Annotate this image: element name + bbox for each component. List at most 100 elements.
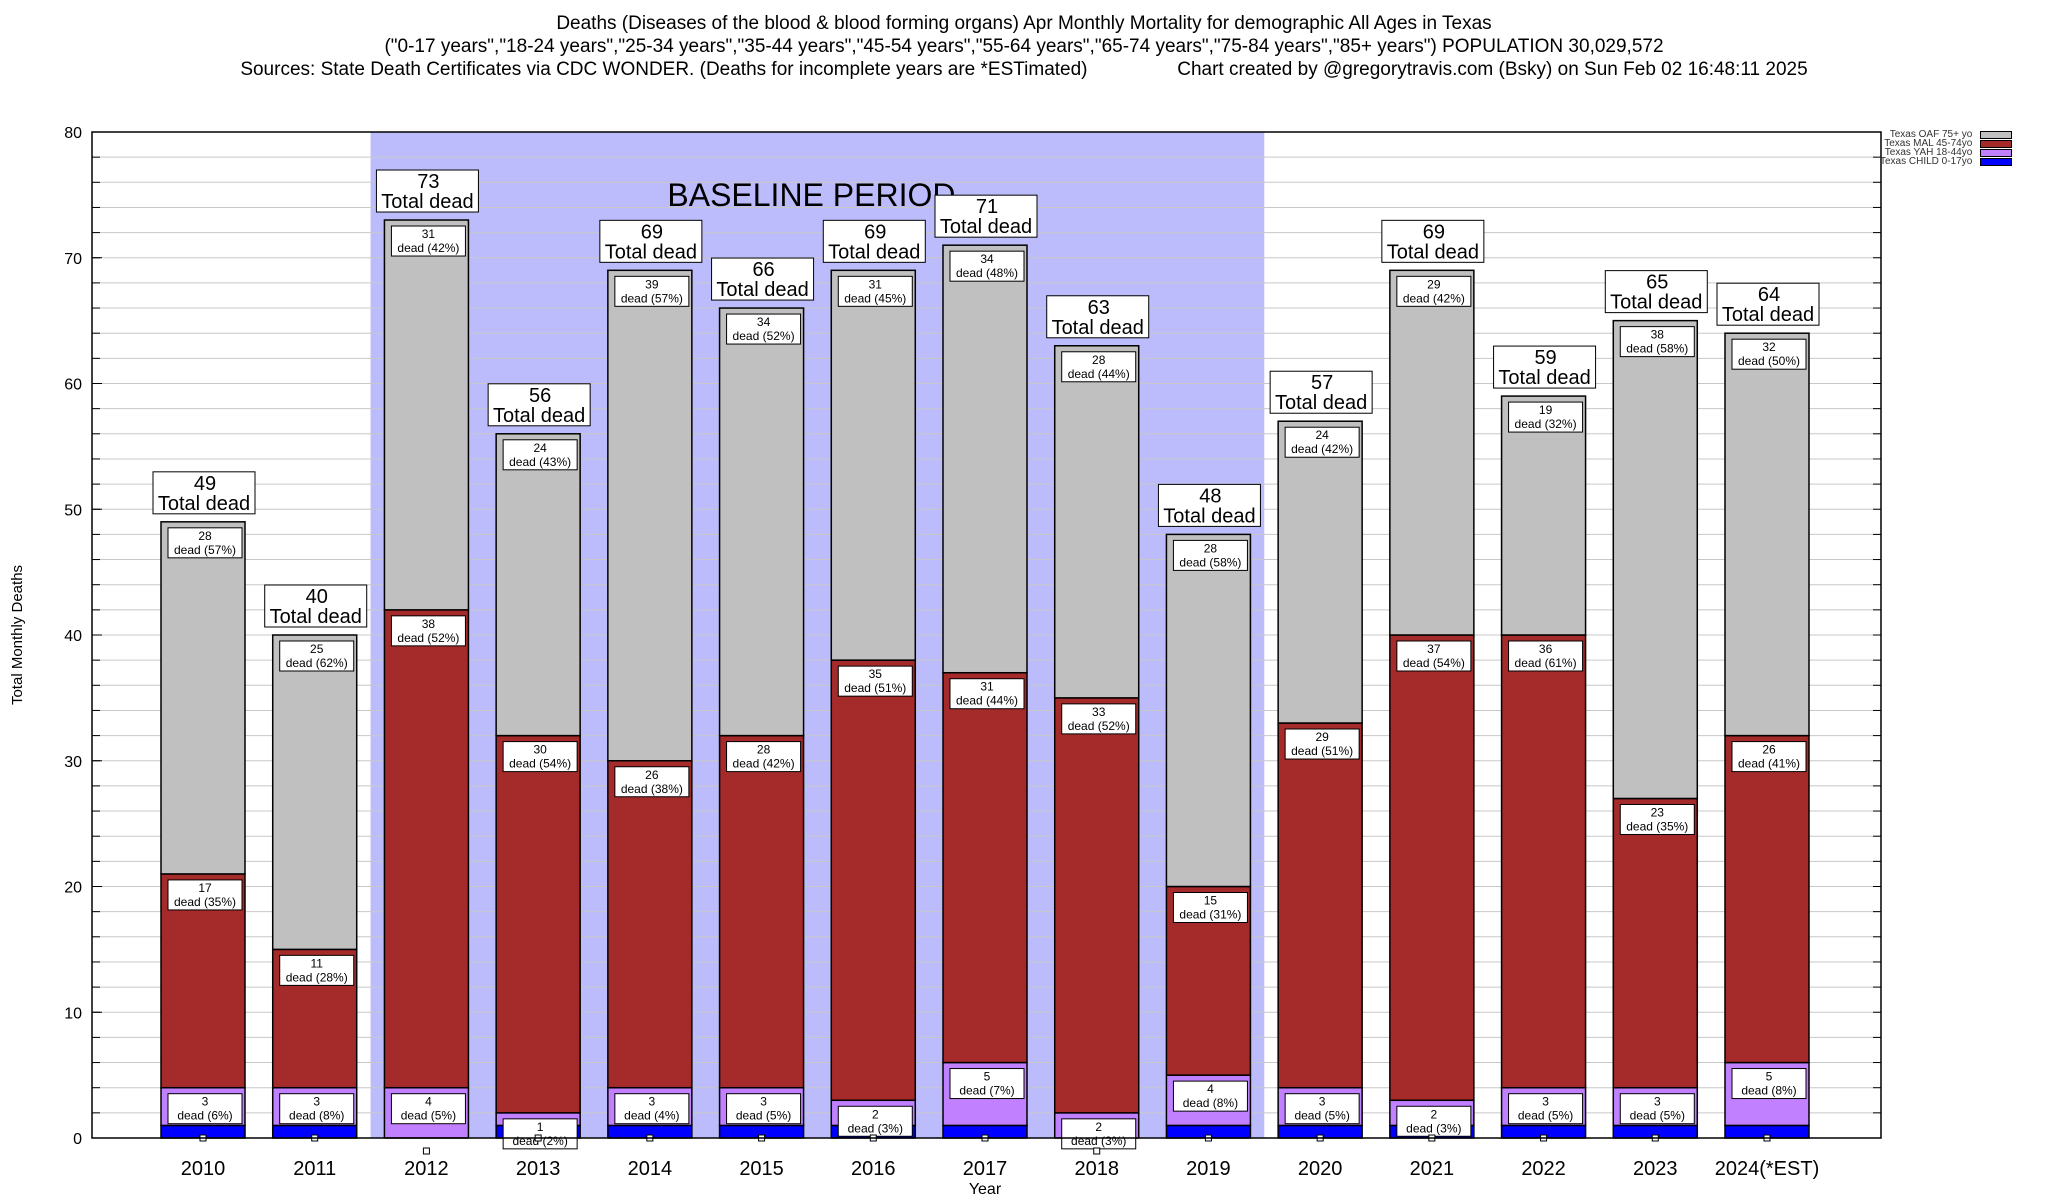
segment-label-value: 33	[1092, 705, 1106, 719]
segment-label-percent: dead (54%)	[509, 757, 571, 771]
segment-label-box	[279, 640, 355, 672]
total-label-box	[487, 383, 591, 427]
child-marker	[422, 1147, 430, 1155]
y-tick-label: 60	[64, 377, 82, 394]
segment-label-box	[279, 1093, 355, 1125]
bar-segment-oaf	[1277, 420, 1363, 724]
segment-label-value: 28	[198, 529, 212, 543]
segment-label-percent: dead (43%)	[509, 455, 571, 469]
segment-label-value: 26	[645, 768, 659, 782]
segment-label-box	[1172, 1080, 1248, 1112]
total-label-value: 40	[306, 586, 328, 608]
x-tick-label: 2016	[851, 1158, 896, 1180]
segment-label-percent: dead (58%)	[1626, 342, 1688, 356]
legend-swatch	[1980, 130, 2013, 139]
segment-label-percent: dead (52%)	[397, 631, 459, 645]
segment-label-value: 3	[313, 1095, 320, 1109]
segment-label-value: 28	[1092, 353, 1106, 367]
segment-label-box	[167, 1093, 243, 1125]
segment-label-box	[1731, 1068, 1807, 1100]
total-label-value: 66	[752, 259, 774, 281]
segment-label-value: 24	[1315, 428, 1329, 442]
bar-segment-mal	[383, 609, 470, 1089]
total-label-value: 48	[1199, 485, 1221, 507]
bar-segment-oaf	[160, 521, 246, 875]
segment-label-box	[502, 439, 578, 471]
total-label-value: 73	[417, 171, 439, 193]
segment-label-value: 4	[1207, 1082, 1214, 1096]
segment-label-box	[949, 678, 1025, 710]
segment-label-percent: dead (57%)	[621, 291, 683, 305]
segment-label-box	[837, 665, 913, 697]
segment-label-value: 25	[310, 642, 324, 656]
segment-label-box	[614, 275, 690, 307]
total-label-text: Total dead	[1722, 304, 1814, 326]
y-tick-label: 10	[64, 1005, 82, 1022]
bar-segment-oaf	[830, 269, 917, 661]
x-tick-label: 2010	[181, 1158, 226, 1180]
segment-label-percent: dead (52%)	[1068, 719, 1130, 733]
bar-segment-mal	[830, 659, 917, 1102]
total-label-text: Total dead	[381, 191, 473, 213]
segment-label-box	[1396, 640, 1472, 672]
segment-label-percent: dead (42%)	[397, 241, 459, 255]
total-label-value: 59	[1534, 347, 1556, 369]
segment-label-percent: dead (3%)	[1071, 1134, 1126, 1148]
legend-item: Texas YAH 18-44yo	[1880, 147, 2013, 158]
segment-label-percent: dead (44%)	[956, 694, 1018, 708]
segment-label-percent: dead (62%)	[286, 656, 348, 670]
legend-item: Texas MAL 45-74yo	[1880, 139, 2013, 149]
segment-label-box	[167, 527, 243, 559]
segment-label-box	[726, 741, 802, 773]
y-tick-label: 50	[64, 502, 82, 519]
total-label-text: Total dead	[158, 493, 250, 515]
segment-label-value: 29	[1315, 730, 1329, 744]
total-label-value: 71	[976, 196, 998, 218]
segment-label-value: 37	[1427, 642, 1441, 656]
bar-segment-oaf	[1612, 319, 1699, 800]
segment-label-box	[390, 615, 466, 647]
segment-label-value: 38	[1651, 328, 1665, 342]
segment-label-percent: dead (32%)	[1515, 417, 1577, 431]
y-tick-label: 0	[73, 1131, 82, 1148]
legend-label: Texas YAH 18-44yo	[1884, 147, 1973, 158]
segment-label-percent: dead (61%)	[1515, 656, 1577, 670]
segment-label-value: 32	[1762, 340, 1776, 354]
segment-label-value: 19	[1539, 403, 1553, 417]
x-tick-label: 2018	[1074, 1158, 1119, 1180]
segment-label-box	[614, 766, 690, 798]
bar-segment-oaf	[718, 307, 805, 737]
legend: Texas OAF 75+ yo Texas MAL 45-74yo Texas Y…	[1880, 130, 2013, 167]
total-label-text: Total dead	[940, 216, 1032, 238]
segment-label-percent: dead (44%)	[1068, 367, 1130, 381]
x-tick-label: 2024(*EST)	[1715, 1158, 1820, 1180]
segment-label-box	[1508, 640, 1584, 672]
segment-label-percent: dead (8%)	[1741, 1084, 1796, 1098]
total-label-box	[1157, 483, 1261, 527]
segment-label-value: 36	[1539, 642, 1553, 656]
x-tick-label: 2023	[1633, 1158, 1678, 1180]
segment-label-percent: dead (52%)	[733, 329, 795, 343]
chart-sources-credit: Sources: State Death Certificates via CD…	[240, 59, 1808, 80]
bar-segment-mal	[495, 734, 581, 1114]
segment-label-value: 15	[1204, 894, 1218, 908]
segment-label-percent: dead (5%)	[401, 1109, 456, 1123]
segment-label-box	[1061, 351, 1137, 383]
total-label-box	[264, 584, 368, 628]
child-marker	[1093, 1147, 1101, 1155]
segment-label-percent: dead (8%)	[1183, 1096, 1238, 1110]
segment-label-value: 28	[757, 743, 771, 757]
segment-label-value: 31	[869, 277, 883, 291]
segment-label-percent: dead (50%)	[1738, 354, 1800, 368]
segment-label-box	[1396, 275, 1472, 307]
total-label-box	[711, 257, 815, 301]
segment-label-value: 39	[645, 277, 659, 291]
y-tick-label: 40	[64, 628, 82, 645]
